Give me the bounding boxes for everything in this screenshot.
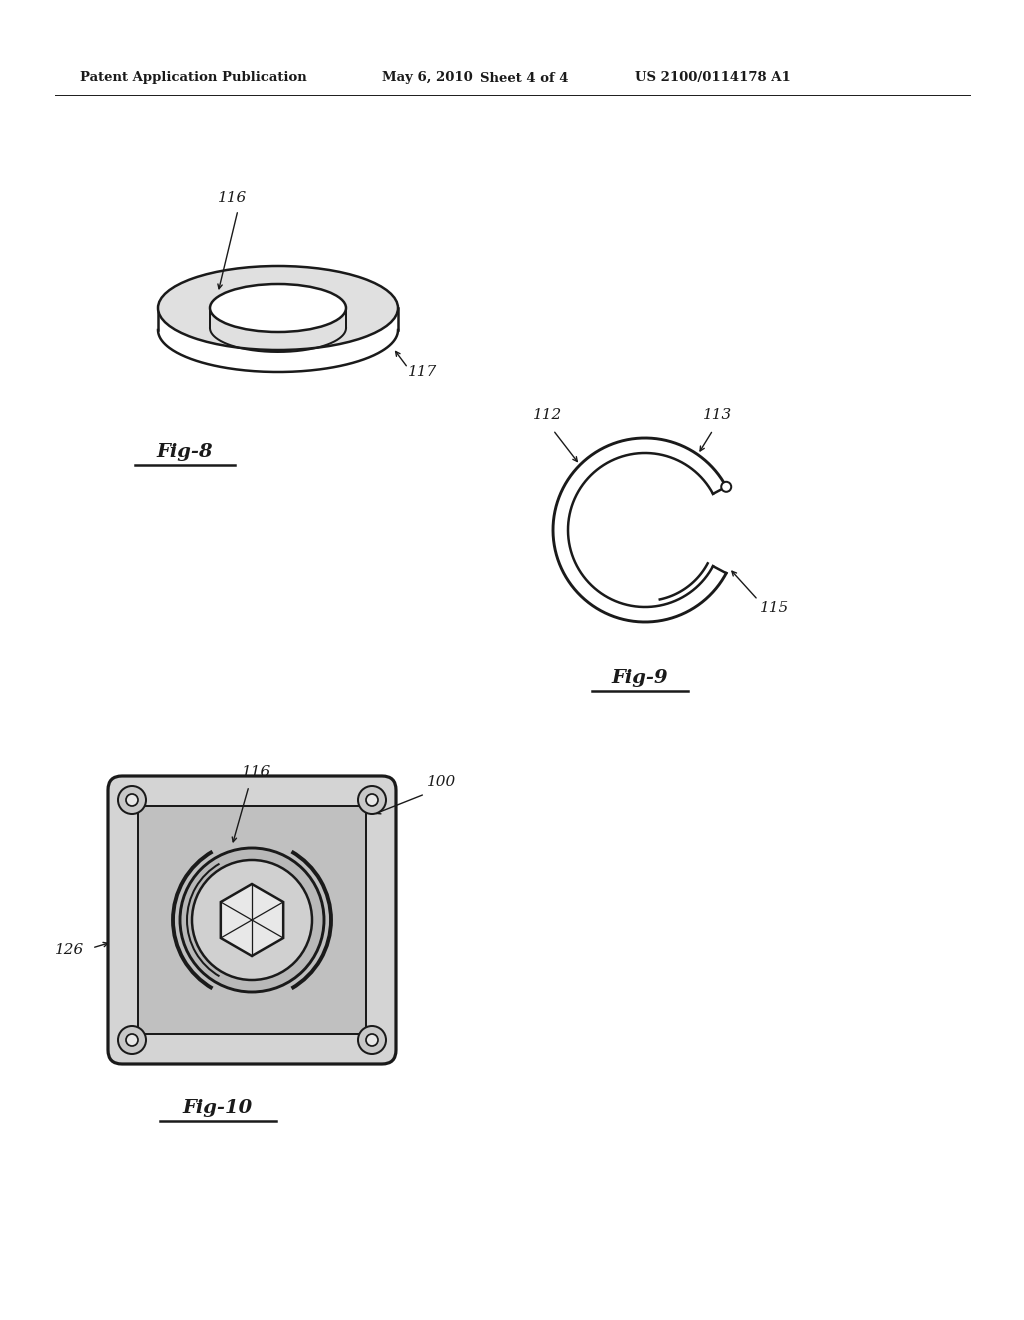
Text: 116: 116 [243, 766, 271, 779]
Circle shape [118, 1026, 146, 1053]
Circle shape [180, 847, 324, 993]
Text: Fig-9: Fig-9 [611, 669, 669, 686]
Text: Patent Application Publication: Patent Application Publication [80, 71, 307, 84]
Circle shape [366, 1034, 378, 1045]
Circle shape [366, 795, 378, 807]
Text: 126: 126 [55, 942, 85, 957]
Text: Sheet 4 of 4: Sheet 4 of 4 [480, 71, 568, 84]
Circle shape [358, 1026, 386, 1053]
Text: Fig-8: Fig-8 [157, 444, 213, 461]
Circle shape [193, 861, 312, 979]
Text: 116: 116 [218, 191, 247, 205]
FancyBboxPatch shape [108, 776, 396, 1064]
Circle shape [118, 785, 146, 814]
Text: 115: 115 [760, 601, 790, 615]
Text: 112: 112 [534, 408, 562, 422]
FancyBboxPatch shape [138, 807, 366, 1034]
Text: 113: 113 [703, 408, 732, 422]
Polygon shape [221, 884, 284, 956]
Text: May 6, 2010: May 6, 2010 [382, 71, 473, 84]
Text: 117: 117 [408, 366, 437, 379]
Ellipse shape [210, 284, 346, 333]
Ellipse shape [158, 267, 398, 350]
Text: US 2100/0114178 A1: US 2100/0114178 A1 [635, 71, 791, 84]
Circle shape [358, 785, 386, 814]
Circle shape [721, 482, 731, 492]
Circle shape [126, 795, 138, 807]
Text: 100: 100 [427, 775, 457, 789]
Text: Fig-10: Fig-10 [183, 1100, 253, 1117]
Circle shape [126, 1034, 138, 1045]
